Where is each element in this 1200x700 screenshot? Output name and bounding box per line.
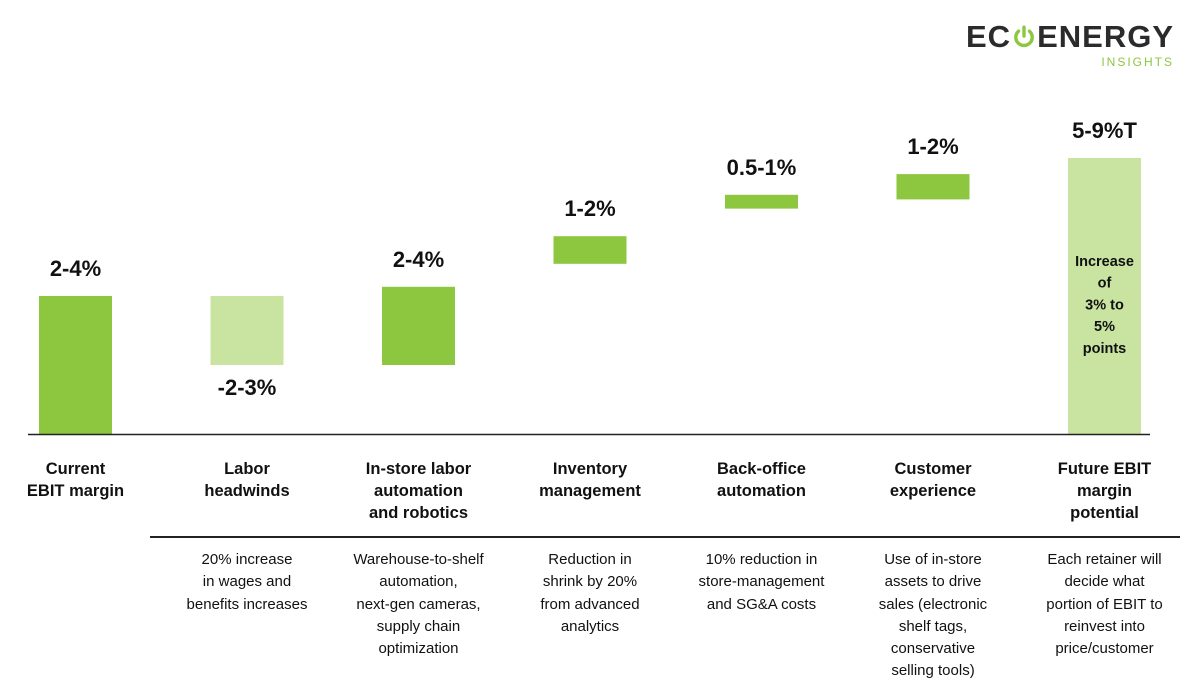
value-label-6: 1-2% <box>907 134 958 159</box>
logo-text-left: EC <box>966 18 1012 54</box>
category-label-6: Customer experience <box>889 460 977 500</box>
power-icon <box>1014 25 1034 47</box>
description-5: 10% reduction in store-management and SG&A… <box>698 551 825 613</box>
logo-text-right: ENERGY <box>1037 18 1174 54</box>
category-label-3: In-store labor automation and robotics <box>365 460 472 522</box>
description-7: Each retainer will decide what portion of … <box>1046 551 1163 658</box>
description-divider <box>150 536 1180 538</box>
logo-subtitle: INSIGHTS <box>1101 54 1174 69</box>
value-label-4: 1-2% <box>564 196 615 221</box>
bar-3 <box>382 286 455 365</box>
bar-1 <box>39 296 112 434</box>
value-label-7: 5-9%T <box>1072 118 1137 143</box>
category-label-1: Current EBIT margin <box>26 460 125 500</box>
bar-6 <box>896 174 970 200</box>
description-4: Reduction in shrink by 20% from advanced an… <box>540 551 640 635</box>
value-label-3: 2-4% <box>393 247 444 272</box>
description-3: Warehouse-to-shelf automation, next-gen ca… <box>353 551 484 658</box>
bar-5 <box>725 194 798 209</box>
value-label-5: 0.5-1% <box>727 155 797 180</box>
bar-2 <box>210 296 284 365</box>
bar-4 <box>553 236 627 264</box>
bar-7 <box>1068 158 1141 434</box>
category-label-2: Labor headwinds <box>204 460 290 500</box>
waterfall-chart: 2-4% -2-3% 2-4% 1-2% 0.5-1% 1-2% 5-9%T Increase… <box>28 118 1150 436</box>
category-label-7: Future EBIT margin potential <box>1057 460 1152 522</box>
value-label-1: 2-4% <box>50 256 101 281</box>
category-label-4: Inventory management <box>539 460 641 500</box>
description-6: Use of in-store assets to drive sales (ele… <box>878 551 988 680</box>
category-label-5: Back-office automation <box>717 460 806 500</box>
company-logo: EC ENERGY INSIGHTS <box>966 18 1174 68</box>
description-2: 20% increase in wages and benefits increas… <box>186 551 308 613</box>
increase-annotation: Increase of 3% to 5% points <box>1075 254 1134 357</box>
value-label-2: -2-3% <box>218 375 277 400</box>
